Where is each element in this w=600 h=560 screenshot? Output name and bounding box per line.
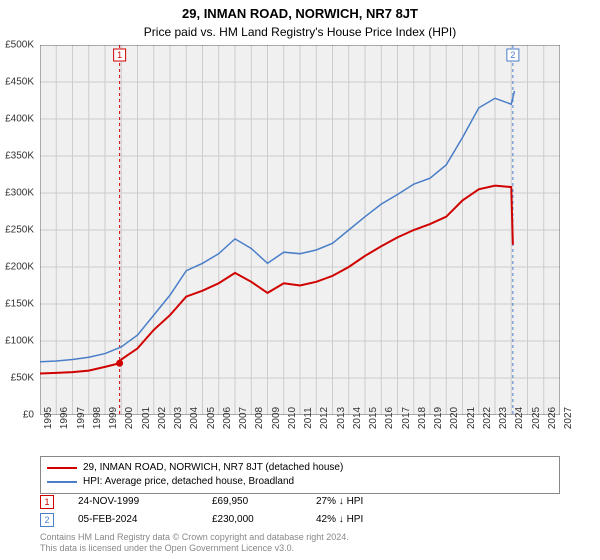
legend-color-swatch [47,481,77,483]
chart-plot: 12 [40,45,560,415]
chart-title: 29, INMAN ROAD, NORWICH, NR7 8JT [0,0,600,21]
y-tick-label: £300K [5,188,34,199]
x-tick-label: 2005 [206,407,217,429]
sale-badge: 2 [40,513,54,527]
x-tick-label: 2016 [384,407,395,429]
x-tick-label: 1997 [76,407,87,429]
legend-label: 29, INMAN ROAD, NORWICH, NR7 8JT (detach… [83,461,343,475]
x-tick-label: 1995 [43,407,54,429]
footer-line1: Contains HM Land Registry data © Crown c… [40,532,560,543]
sale-date: 24-NOV-1999 [78,494,188,510]
chart-area: £0£50K£100K£150K£200K£250K£300K£350K£400… [40,45,600,415]
sale-price: £230,000 [212,512,292,528]
chart-container: 29, INMAN ROAD, NORWICH, NR7 8JT Price p… [0,0,600,560]
x-tick-label: 2003 [173,407,184,429]
svg-text:2: 2 [510,50,515,60]
y-tick-label: £200K [5,262,34,273]
x-tick-label: 2018 [417,407,428,429]
y-tick-label: £150K [5,299,34,310]
x-tick-label: 2027 [563,407,574,429]
legend-label: HPI: Average price, detached house, Broa… [83,475,294,489]
x-tick-label: 2012 [319,407,330,429]
x-tick-label: 1998 [92,407,103,429]
x-tick-label: 2010 [287,407,298,429]
sale-date: 05-FEB-2024 [78,512,188,528]
x-tick-label: 2024 [514,407,525,429]
footer-attribution: Contains HM Land Registry data © Crown c… [40,532,560,554]
x-tick-label: 2015 [368,407,379,429]
x-tick-label: 2009 [271,407,282,429]
y-tick-label: £350K [5,151,34,162]
x-tick-label: 2017 [401,407,412,429]
x-tick-label: 2008 [254,407,265,429]
sale-badge: 1 [40,495,54,509]
svg-text:1: 1 [117,50,122,60]
legend-item: 29, INMAN ROAD, NORWICH, NR7 8JT (detach… [47,461,553,475]
x-tick-label: 2025 [531,407,542,429]
legend-item: HPI: Average price, detached house, Broa… [47,475,553,489]
x-tick-label: 2011 [303,407,314,429]
sale-hpi: 42% ↓ HPI [316,512,396,528]
x-tick-label: 2007 [238,407,249,429]
x-tick-label: 2014 [352,407,363,429]
y-tick-label: £400K [5,114,34,125]
x-tick-label: 2026 [547,407,558,429]
x-tick-label: 2001 [141,407,152,429]
sales-table: 1 24-NOV-1999 £69,950 27% ↓ HPI 2 05-FEB-2024… [40,494,560,530]
y-tick-label: £500K [5,40,34,51]
y-tick-label: £50K [11,373,34,384]
x-tick-label: 2000 [124,407,135,429]
sale-row: 1 24-NOV-1999 £69,950 27% ↓ HPI [40,494,560,510]
x-tick-label: 1999 [108,407,119,429]
x-tick-label: 2004 [189,407,200,429]
x-tick-label: 2006 [222,407,233,429]
sale-price: £69,950 [212,494,292,510]
y-axis-labels: £0£50K£100K£150K£200K£250K£300K£350K£400… [0,45,36,415]
sale-row: 2 05-FEB-2024 £230,000 42% ↓ HPI [40,512,560,528]
y-tick-label: £450K [5,77,34,88]
x-tick-label: 2020 [449,407,460,429]
footer-line2: This data is licensed under the Open Gov… [40,543,560,554]
x-tick-label: 2019 [433,407,444,429]
legend-color-swatch [47,467,77,469]
x-axis-labels: 1995199619971998199920002001200220032004… [40,418,560,458]
legend: 29, INMAN ROAD, NORWICH, NR7 8JT (detach… [40,456,560,494]
sale-hpi: 27% ↓ HPI [316,494,396,510]
y-tick-label: £100K [5,336,34,347]
x-tick-label: 2023 [498,407,509,429]
x-tick-label: 1996 [59,407,70,429]
y-tick-label: £0 [23,410,34,421]
x-tick-label: 2022 [482,407,493,429]
x-tick-label: 2021 [466,407,477,429]
y-tick-label: £250K [5,225,34,236]
chart-subtitle: Price paid vs. HM Land Registry's House … [0,21,600,45]
x-tick-label: 2013 [336,407,347,429]
x-tick-label: 2002 [157,407,168,429]
